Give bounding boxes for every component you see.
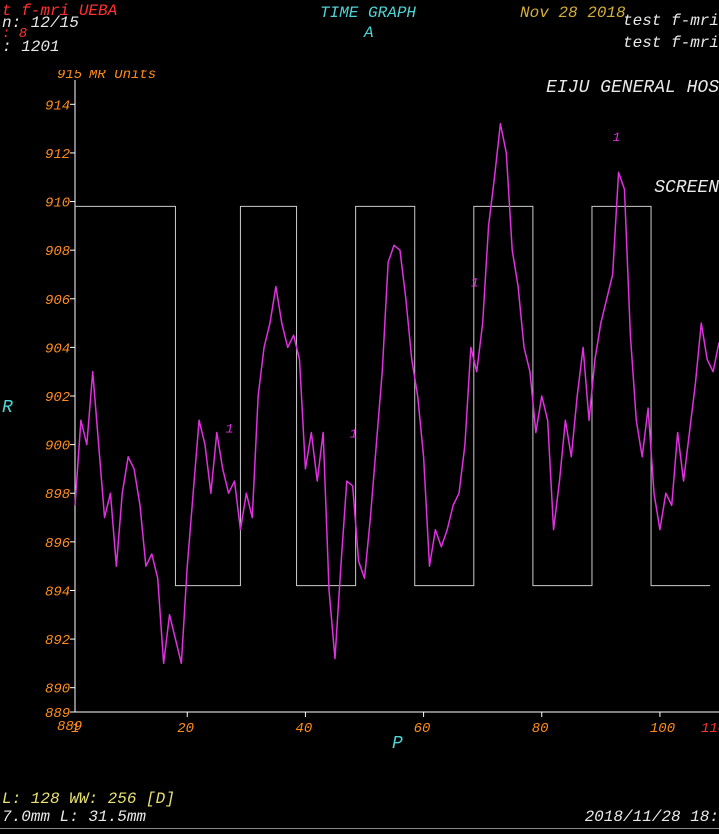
svg-text:900: 900 — [45, 439, 70, 455]
y-axis-label: R — [2, 398, 13, 418]
svg-text:915: 915 — [57, 70, 83, 83]
header-test2: test f-mri — [623, 34, 719, 52]
header-1201: : 1201 — [2, 38, 60, 56]
footer-divider — [0, 828, 719, 829]
footer-datetime: 2018/11/28 18: — [585, 808, 719, 826]
svg-text:1: 1 — [613, 130, 621, 145]
svg-text:40: 40 — [295, 721, 312, 737]
header-test1: test f-mri — [623, 12, 719, 30]
svg-text:80: 80 — [532, 721, 549, 737]
svg-text:889: 889 — [45, 706, 70, 722]
svg-text:898: 898 — [45, 487, 70, 503]
chart-subtitle: A — [364, 24, 374, 42]
svg-text:20: 20 — [177, 721, 194, 737]
footer-wlww: L: 128 WW: 256 [D] — [2, 790, 175, 808]
svg-text:914: 914 — [45, 98, 70, 114]
chart-title: TIME GRAPH — [320, 4, 416, 22]
svg-text:890: 890 — [45, 682, 70, 698]
svg-text:912: 912 — [45, 147, 70, 163]
time-graph-chart: 915MR Units88988989089289489689890090290… — [45, 70, 719, 750]
svg-text:1: 1 — [471, 276, 479, 291]
svg-text:MR Units: MR Units — [89, 70, 156, 83]
svg-text:1: 1 — [350, 426, 358, 441]
svg-text:902: 902 — [45, 390, 70, 406]
svg-text:908: 908 — [45, 244, 70, 260]
svg-text:1: 1 — [71, 721, 79, 737]
footer-thick: 7.0mm L: 31.5mm — [2, 808, 146, 826]
svg-text:1: 1 — [226, 421, 234, 436]
svg-text:892: 892 — [45, 633, 70, 649]
svg-text:896: 896 — [45, 536, 70, 552]
svg-text:904: 904 — [45, 341, 70, 357]
svg-text:910: 910 — [45, 196, 70, 212]
svg-text:894: 894 — [45, 584, 70, 600]
svg-text:P: P — [392, 734, 403, 750]
svg-text:906: 906 — [45, 293, 70, 309]
svg-text:110: 110 — [701, 721, 719, 737]
svg-text:100: 100 — [650, 721, 675, 737]
header-date: Nov 28 2018 — [520, 4, 626, 22]
svg-text:60: 60 — [414, 721, 431, 737]
